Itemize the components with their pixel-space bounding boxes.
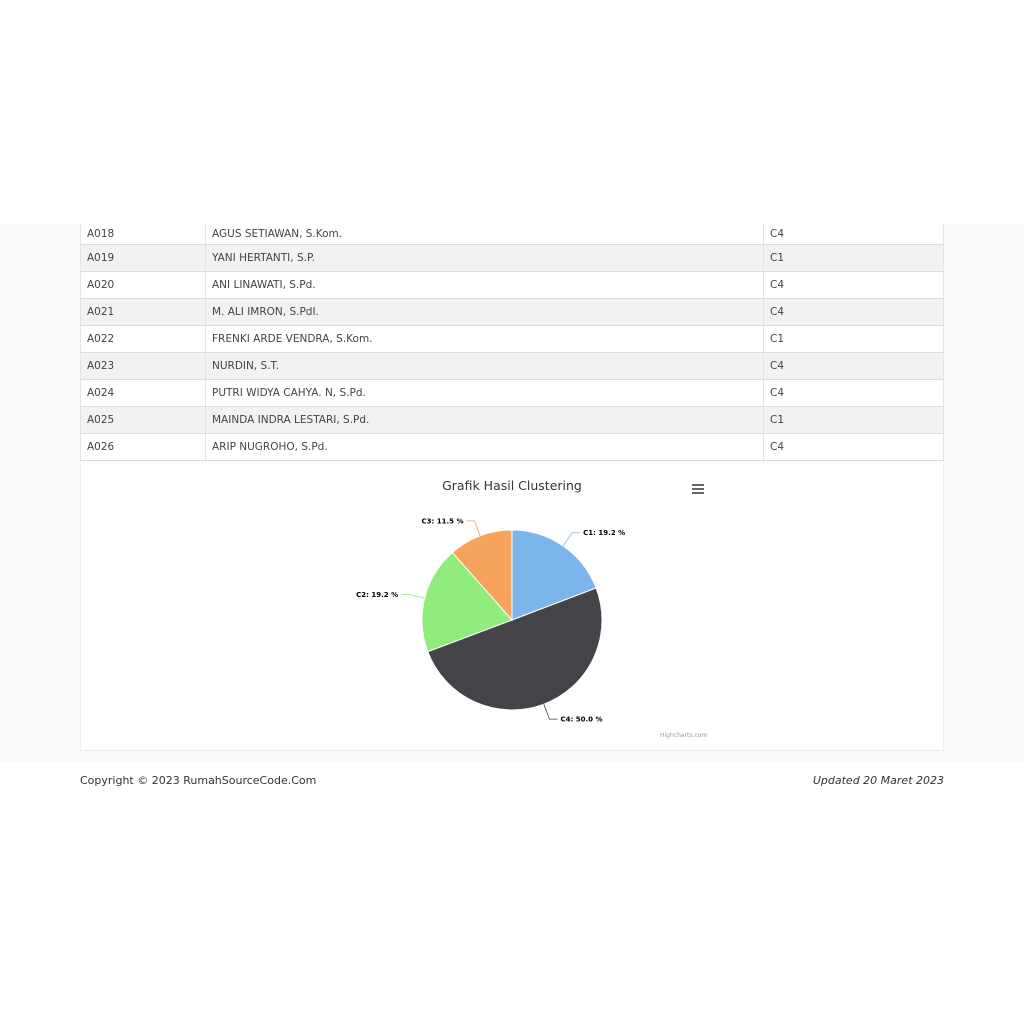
row-code: A019 bbox=[80, 244, 206, 272]
row-cluster: C4 bbox=[763, 271, 944, 299]
row-cluster: C1 bbox=[763, 244, 944, 272]
row-name: FRENKI ARDE VENDRA, S.Kom. bbox=[205, 325, 764, 353]
row-name: M. ALI IMRON, S.PdI. bbox=[205, 298, 764, 326]
row-code: A026 bbox=[80, 433, 206, 461]
pie-slice-c2[interactable] bbox=[421, 551, 513, 653]
pie-label-c2: C2: 19.2 % bbox=[356, 591, 398, 599]
table-row: A025 MAINDA INDRA LESTARI, S.Pd. C1 bbox=[80, 406, 944, 434]
chart-credits[interactable]: Highcharts.com bbox=[660, 732, 708, 739]
pie-connector-c2 bbox=[401, 594, 425, 599]
row-name: MAINDA INDRA LESTARI, S.Pd. bbox=[205, 406, 764, 434]
table-row: A019 YANI HERTANTI, S.P. C1 bbox=[80, 244, 944, 272]
chart-container: Grafik Hasil Clustering C1: 19.2 % C4: 50… bbox=[80, 464, 944, 751]
row-cluster: C4 bbox=[763, 224, 944, 245]
table-row: A026 ARIP NUGROHO, S.Pd. C4 bbox=[80, 433, 944, 461]
row-name: YANI HERTANTI, S.P. bbox=[205, 244, 764, 272]
row-name: PUTRI WIDYA CAHYA. N, S.Pd. bbox=[205, 379, 764, 407]
row-cluster: C1 bbox=[763, 406, 944, 434]
table-row: A021 M. ALI IMRON, S.PdI. C4 bbox=[80, 298, 944, 326]
row-name: ANI LINAWATI, S.Pd. bbox=[205, 271, 764, 299]
row-code: A022 bbox=[80, 325, 206, 353]
pie-connector-c1 bbox=[562, 532, 581, 547]
results-table-body: A018 AGUS SETIAWAN, S.Kom. C4 A019 YANI HERT… bbox=[80, 224, 944, 461]
pie-connector-c4 bbox=[543, 704, 558, 720]
row-code: A024 bbox=[80, 379, 206, 407]
table-row: A023 NURDIN, S.T. C4 bbox=[80, 352, 944, 380]
pie-slice-c3[interactable] bbox=[451, 529, 513, 622]
pie-label-c1: C1: 19.2 % bbox=[583, 529, 625, 537]
pie-label-c3: C3: 11.5 % bbox=[422, 517, 464, 525]
row-cluster: C4 bbox=[763, 433, 944, 461]
pie-slice-c1[interactable] bbox=[511, 529, 597, 621]
footer-copyright: Copyright © 2023 RumahSourceCode.Com bbox=[80, 774, 317, 787]
row-cluster: C1 bbox=[763, 325, 944, 353]
row-cluster: C4 bbox=[763, 352, 944, 380]
table-row: A022 FRENKI ARDE VENDRA, S.Kom. C1 bbox=[80, 325, 944, 353]
row-name: AGUS SETIAWAN, S.Kom. bbox=[205, 224, 764, 245]
row-code: A020 bbox=[80, 271, 206, 299]
pie-connector-c3 bbox=[466, 520, 481, 536]
row-name: NURDIN, S.T. bbox=[205, 352, 764, 380]
row-cluster: C4 bbox=[763, 379, 944, 407]
pie-label-c4: C4: 50.0 % bbox=[561, 716, 603, 724]
hamburger-menu-icon[interactable] bbox=[691, 482, 707, 496]
table-row: A018 AGUS SETIAWAN, S.Kom. C4 bbox=[80, 224, 944, 245]
row-name: ARIP NUGROHO, S.Pd. bbox=[205, 433, 764, 461]
results-table: A018 AGUS SETIAWAN, S.Kom. C4 A019 YANI HERT… bbox=[80, 224, 944, 461]
pie-chart: C1: 19.2 % C4: 50.0 % C2: 19.2 % C3: 11.5 % bbox=[356, 517, 625, 724]
row-code: A025 bbox=[80, 406, 206, 434]
row-code: A023 bbox=[80, 352, 206, 380]
row-code: A021 bbox=[80, 298, 206, 326]
table-row: A024 PUTRI WIDYA CAHYA. N, S.Pd. C4 bbox=[80, 379, 944, 407]
chart-title: Grafik Hasil Clustering bbox=[442, 478, 582, 493]
table-row: A020 ANI LINAWATI, S.Pd. C4 bbox=[80, 271, 944, 299]
footer-updated: Updated 20 Maret 2023 bbox=[812, 774, 944, 787]
row-cluster: C4 bbox=[763, 298, 944, 326]
results-table-container: A018 AGUS SETIAWAN, S.Kom. C4 A019 YANI HERT… bbox=[80, 224, 944, 461]
row-code: A018 bbox=[80, 224, 206, 245]
